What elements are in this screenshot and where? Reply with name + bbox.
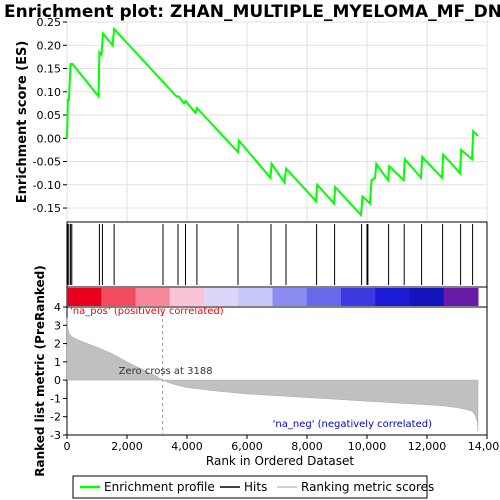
legend-enrichment-label: Enrichment profile [104,480,215,494]
hits-panel-frame [66,221,488,288]
rank-bar-segment [67,288,102,306]
hits-panel [66,221,488,288]
metric-tick-label: 2 [54,338,61,351]
chart-title: Enrichment plot: ZHAN_MULTIPLE_MYELOMA_M… [4,2,500,22]
metric-tick-label: 3 [54,319,61,332]
enrichment-profile-line [66,26,479,218]
rank-bar-segment [341,288,376,306]
rank-bar-segment [101,288,136,306]
es-tick-label: -0.10 [33,179,61,192]
metric-tick-label: 1 [54,356,61,369]
es-tick-label: 0.00 [37,132,62,145]
top-panel-frame [66,21,488,223]
rank-bar-segment [135,288,171,306]
legend-hits-label: Hits [244,480,267,494]
rank-tick-label: 4,000 [171,440,203,453]
rank-bar-segment [204,288,239,306]
rank-tick-label: 6,000 [231,440,263,453]
rank-tick-label: 10,000 [348,440,387,453]
rank-bar-segment [409,288,445,306]
rank-bar-segment [443,288,479,306]
ranking-metric-area [66,317,479,432]
es-tick-label: 0.20 [37,39,62,52]
rank-bar-segment [238,288,273,306]
rank-axis-label: Rank in Ordered Dataset [206,454,354,468]
positive-correlation-label: 'na_pos' (positively correlated) [70,306,224,317]
negative-correlation-label: 'na_neg' (negatively correlated) [273,419,432,430]
es-tick-label: 0.15 [37,63,62,76]
es-tick-label: 0.05 [37,109,62,122]
metric-tick-label: -3 [50,429,61,442]
rank-tick-label: 2,000 [111,440,143,453]
rank-bar-segment [169,288,205,306]
rank-bar-segment [306,288,342,306]
rank-tick-label: 14,000 [468,440,500,453]
legend-frame [72,475,428,499]
metric-tick-label: -2 [50,411,61,424]
metric-tick-label: -1 [50,392,61,405]
rank-color-bar [66,286,488,308]
es-tick-label: 0.10 [37,86,62,99]
metric-tick-label: 0 [54,374,61,387]
rank-bar-segment [375,288,410,306]
ranked-metric-panel: Zero cross at 3188 'na_pos' (positively … [33,265,500,477]
metric-tick-label: 4 [54,301,61,314]
es-tick-label: 0.25 [37,16,62,29]
zero-cross-label: Zero cross at 3188 [119,366,213,377]
rank-tick-label: 0 [64,440,71,453]
metric-axis-label: Ranked list metric (PreRanked) [33,265,47,477]
legend: Enrichment profile Hits Ranking metric s… [72,475,434,499]
es-tick-label: -0.05 [33,156,61,169]
es-tick-label: -0.15 [33,202,61,215]
enrichment-score-panel: 0.250.200.150.100.050.00-0.05-0.10-0.15 … [15,16,488,223]
rank-bar-segment [272,288,308,306]
es-axis-label: Enrichment score (ES) [15,41,30,204]
rank-tick-label: 8,000 [291,440,323,453]
rank-tick-label: 12,000 [408,440,447,453]
legend-metric-label: Ranking metric scores [301,480,434,494]
